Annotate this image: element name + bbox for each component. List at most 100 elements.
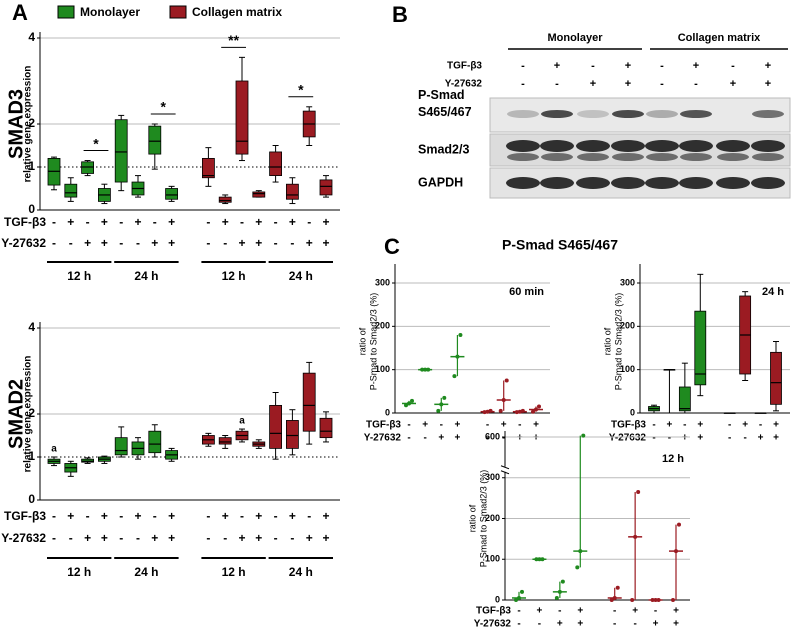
band xyxy=(577,110,609,118)
blot-sign: - xyxy=(660,78,664,90)
row-sign: - xyxy=(119,509,123,523)
row-label: TGF-β3 xyxy=(4,509,46,523)
y-tick-label: 0 xyxy=(630,407,635,417)
y-tick-label: 200 xyxy=(375,321,390,331)
panel-label: A xyxy=(12,0,28,25)
row-sign: - xyxy=(502,433,505,444)
time-label: 12 h xyxy=(222,269,246,283)
band xyxy=(576,140,610,152)
point xyxy=(609,598,614,602)
y-tick-label: 1 xyxy=(28,449,35,463)
box xyxy=(319,417,333,439)
point xyxy=(653,598,658,602)
band-label: P-Smad xyxy=(418,88,465,102)
point xyxy=(630,598,635,602)
point xyxy=(482,410,487,415)
chart-title: SMAD2 xyxy=(5,379,27,449)
row-sign: - xyxy=(517,619,520,630)
row-sign: + xyxy=(84,236,91,250)
box xyxy=(114,119,128,183)
row-sign: - xyxy=(683,420,686,431)
row-sign: + xyxy=(151,236,158,250)
axis-break xyxy=(500,470,510,475)
row-label: Y-27632 xyxy=(1,531,46,545)
point xyxy=(420,367,425,372)
box xyxy=(678,386,691,412)
band xyxy=(577,153,609,161)
y-tick-label: 100 xyxy=(375,364,390,374)
band xyxy=(540,140,574,152)
blot-sign: - xyxy=(694,78,698,90)
point xyxy=(534,407,538,412)
band xyxy=(645,140,679,152)
row-sign: - xyxy=(119,531,123,545)
row-sign: - xyxy=(52,236,56,250)
band xyxy=(752,153,784,161)
band xyxy=(716,140,750,152)
row-sign: + xyxy=(255,509,262,523)
row-sign: - xyxy=(86,215,90,229)
row-sign: - xyxy=(206,215,210,229)
row-sign: - xyxy=(274,531,278,545)
annotation: * xyxy=(298,82,304,98)
row-sign: + xyxy=(682,433,688,444)
row-sign: + xyxy=(697,433,703,444)
y-axis-label: relative gene expression xyxy=(23,356,34,473)
row-sign: + xyxy=(438,433,444,444)
row-sign: + xyxy=(289,215,296,229)
blot-sign: - xyxy=(591,60,595,72)
row-sign: - xyxy=(728,420,731,431)
box xyxy=(302,372,316,432)
annotation: ** xyxy=(228,32,239,48)
row-sign: - xyxy=(307,509,311,523)
y-tick-label: 600 xyxy=(485,431,500,441)
row-sign: - xyxy=(52,509,56,523)
y-tick-label: 0 xyxy=(28,202,35,216)
row-sign: + xyxy=(632,606,638,617)
y-tick-label: 300 xyxy=(620,277,635,287)
row-sign: - xyxy=(652,433,655,444)
row-sign: + xyxy=(289,509,296,523)
point xyxy=(407,401,411,406)
point xyxy=(498,408,503,413)
box xyxy=(148,430,162,454)
row-sign: - xyxy=(613,606,616,617)
point xyxy=(423,367,428,372)
row-sign: - xyxy=(654,606,657,617)
blot-sign: - xyxy=(521,60,525,72)
row-sign: + xyxy=(577,606,583,617)
band xyxy=(646,153,678,161)
legend-label: Monolayer xyxy=(80,5,140,19)
y-axis-label: ratio of xyxy=(357,327,367,355)
y-tick-label: 2 xyxy=(28,406,35,420)
box xyxy=(770,351,782,405)
row-sign: - xyxy=(69,531,73,545)
point xyxy=(404,403,408,408)
axis-break xyxy=(500,465,510,470)
row-sign: + xyxy=(322,509,329,523)
row-sign: - xyxy=(486,420,489,431)
row-sign: - xyxy=(119,236,123,250)
row-sign: + xyxy=(255,236,262,250)
y-tick-label: 1 xyxy=(28,159,35,173)
row-sign: + xyxy=(101,215,108,229)
box xyxy=(235,80,249,155)
row-sign: - xyxy=(69,236,73,250)
row-sign: + xyxy=(455,433,461,444)
row-sign: + xyxy=(322,236,329,250)
box xyxy=(201,157,215,179)
point xyxy=(615,585,620,590)
row-label: TGF-β3 xyxy=(476,606,511,617)
point xyxy=(581,433,586,438)
box xyxy=(148,125,162,155)
row-sign: - xyxy=(223,236,227,250)
y-tick-label: 4 xyxy=(28,320,35,334)
chart-title: SMAD3 xyxy=(5,89,27,159)
band xyxy=(679,177,713,189)
band xyxy=(611,177,645,189)
row-sign: - xyxy=(206,236,210,250)
legend-swatch xyxy=(169,5,187,19)
panel-label: C xyxy=(384,234,400,259)
row-sign: - xyxy=(668,433,671,444)
